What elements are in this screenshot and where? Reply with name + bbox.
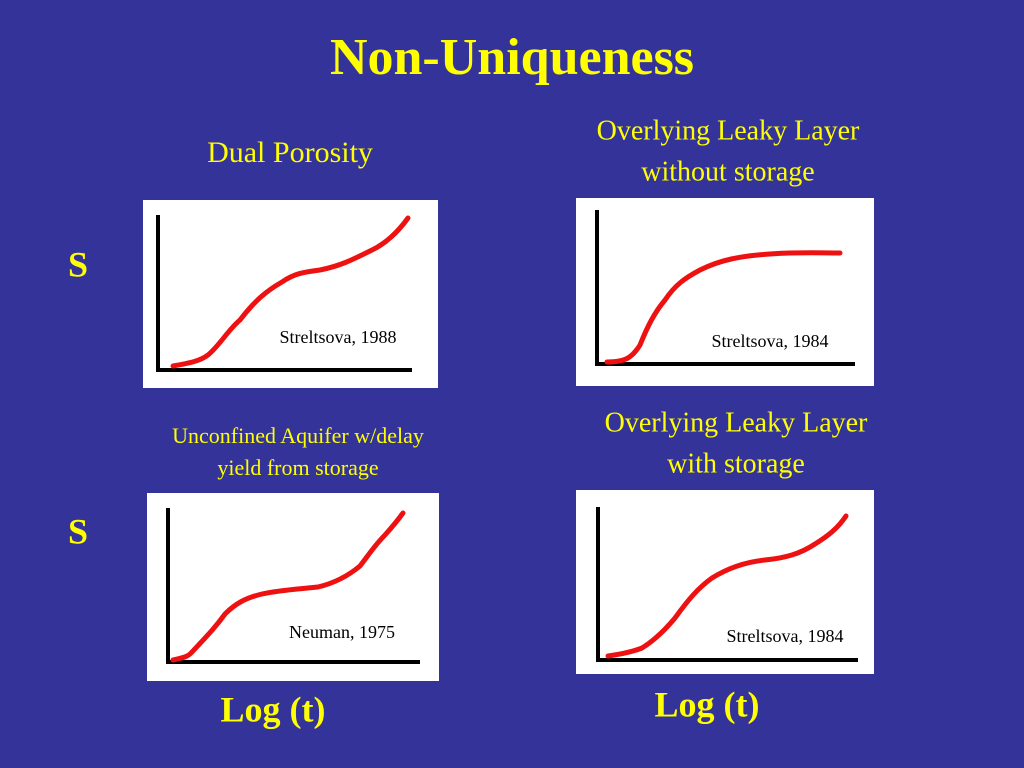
panel — [576, 198, 874, 386]
axes — [595, 210, 855, 366]
x-label: Log (t) — [655, 684, 760, 724]
y-label: S — [68, 244, 88, 284]
citation: Streltsova, 1984 — [727, 626, 844, 646]
axes — [166, 508, 420, 664]
citation: Streltsova, 1988 — [280, 327, 397, 347]
x-label: Log (t) — [221, 689, 326, 729]
y-label: S — [68, 511, 88, 551]
panel-heading: Overlying Leaky Layer — [605, 407, 868, 438]
panel-heading: with storage — [667, 448, 805, 479]
citation: Streltsova, 1984 — [712, 331, 829, 351]
panel-heading: without storage — [641, 156, 814, 187]
curve — [170, 510, 406, 663]
curve — [604, 250, 843, 365]
axes — [156, 215, 412, 372]
panel-heading: Unconfined Aquifer w/delay — [172, 423, 424, 448]
slide-title: Non-Uniqueness — [330, 29, 694, 86]
panel-heading: yield from storage — [217, 455, 378, 480]
panel-heading: Dual Porosity — [207, 136, 373, 169]
panel-heading: Overlying Leaky Layer — [597, 115, 860, 146]
curve — [605, 513, 849, 659]
panel — [143, 200, 438, 388]
citation: Neuman, 1975 — [289, 622, 395, 642]
curve — [170, 215, 411, 369]
panel — [576, 490, 874, 674]
axes — [596, 507, 858, 662]
